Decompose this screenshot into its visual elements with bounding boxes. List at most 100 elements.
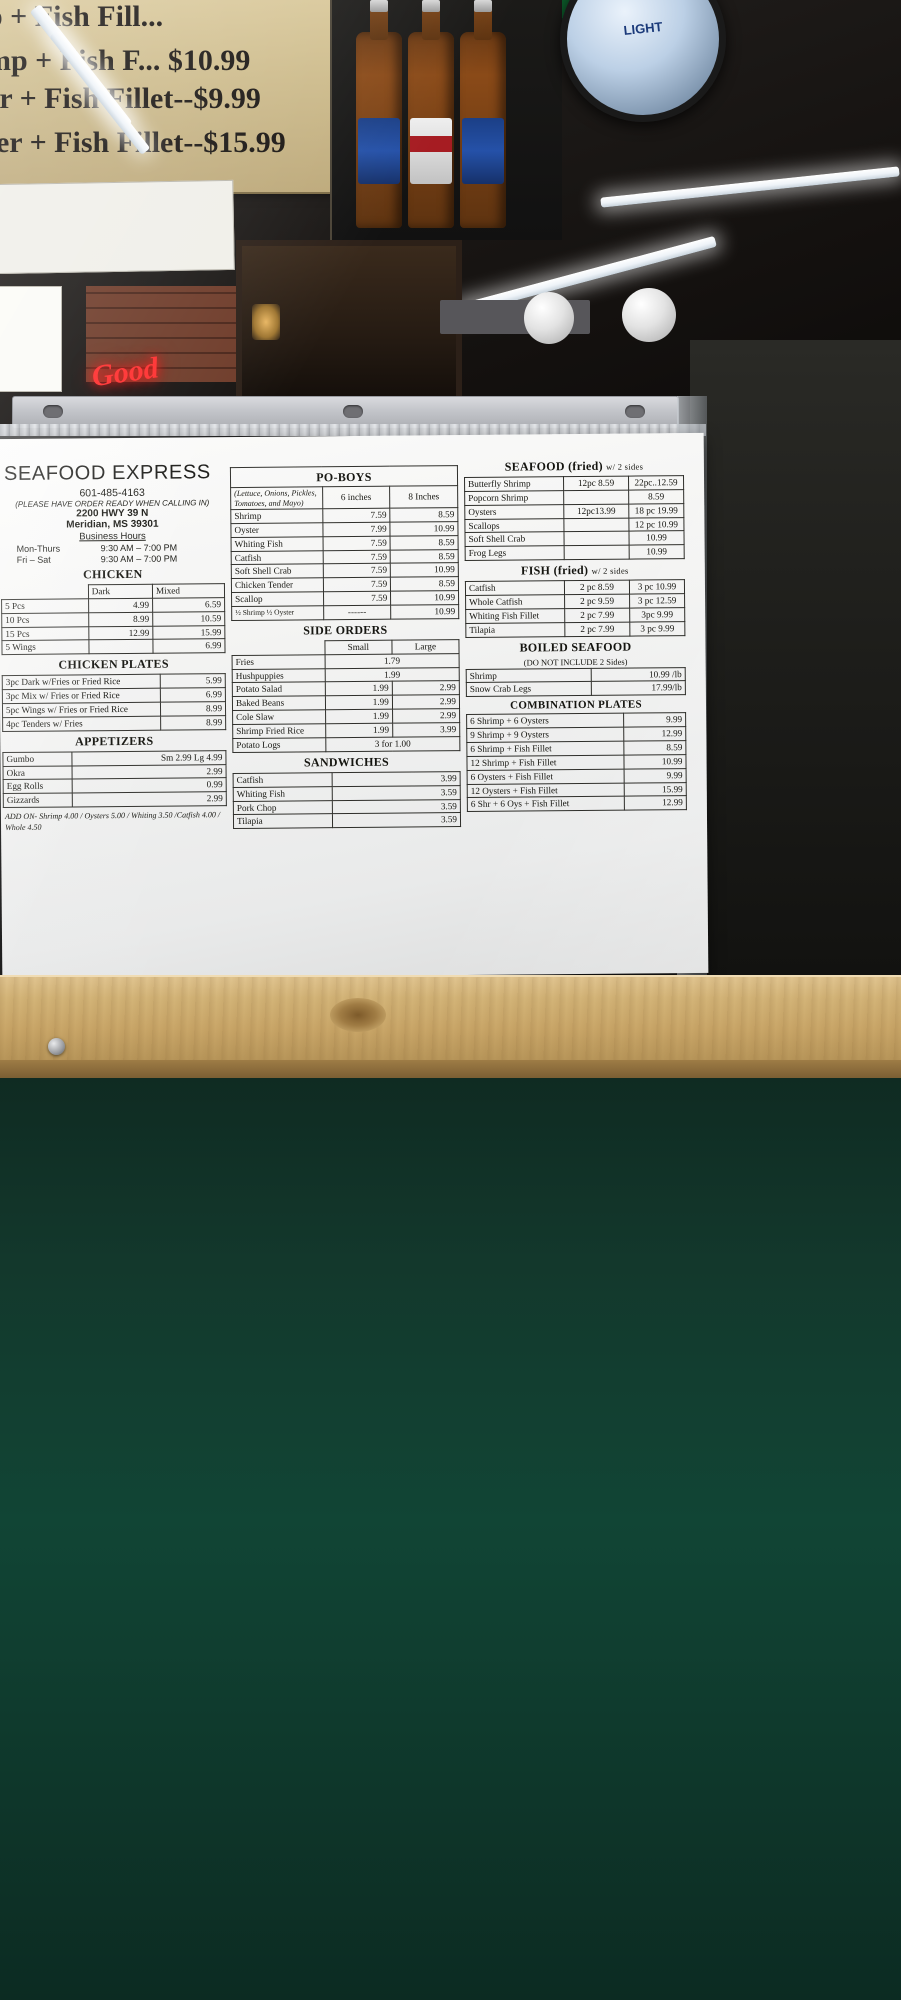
chicken-mixed-1: 10.59 [152,611,225,626]
side-small-2: 1.99 [325,681,393,697]
seafood-c2-3: 12 pc 10.99 [628,517,684,532]
poboy-eight-1: 10.99 [390,521,459,536]
seafood-item-4: Soft Shell Crab [464,532,565,547]
poboy-six-7: ------ [323,605,391,620]
combo-price-6: 12.99 [624,796,687,811]
poboy-six-0: 7.59 [322,508,391,523]
sign-line-3: er + Fish Fillet--$9.99 [0,82,261,115]
chicken-item-3: 5 Wings [1,640,89,655]
beer-bottle-right [460,0,506,228]
appetizer-price-1: 2.99 [72,764,227,780]
fish-fried-table: Catfish 2 pc 8.59 3 pc 10.99 Whole Catfi… [465,579,685,638]
plate-price-1: 6.99 [160,687,226,703]
interior-warm-light [252,304,280,340]
seafood-fried-title-main: SEAFOOD (fried) [504,458,603,474]
seafood-item-2: Oysters [464,504,564,520]
combo-price-3: 10.99 [623,754,687,769]
seafood-c2-5: 10.99 [629,544,685,560]
side-item-0: Fries [232,654,325,670]
chicken-mixed-0: 6.59 [152,597,225,612]
poboy-eight-0: 8.59 [390,507,458,523]
side-col-blank [232,641,325,656]
hours-time-1: 9:30 AM – 7:00 PM [100,542,178,554]
chicken-plates-table: 3pc Dark w/Fries or Fried Rice 5.99 3pc … [2,673,226,732]
seafood-item-0: Butterfly Shrimp [464,476,564,492]
chicken-dark-3 [88,639,154,655]
sleeve-hole-center [343,405,363,418]
seafood-c2-1: 8.59 [628,489,684,504]
poboy-eight-5: 8.59 [390,576,459,592]
boiled-seafood-title: BOILED SEAFOOD [519,639,632,655]
shelf-screw [48,1038,65,1055]
hours-days-2: Fri – Sat [16,554,51,565]
chicken-item-2: 15 Pcs [1,626,89,641]
side-item-2: Potato Salad [232,682,326,697]
table-row: Frog Legs 10.99 [465,544,685,561]
menu-column-left: SEAFOOD EXPRESS 601-485-4163 (PLEASE HAV… [0,451,228,973]
appetizers-title: APPETIZERS [75,733,154,749]
taped-paper-note-b [0,286,62,392]
fish-fried-title: FISH (fried) w/ 2 sides [465,559,685,581]
seafood-c1-1 [563,489,629,505]
table-row: Potato Logs 3 for 1.00 [232,736,460,753]
side-small-3: 1.99 [325,695,393,710]
poboy-item-3: Catfish [231,550,323,566]
side-large-3: 2.99 [392,694,460,710]
seafood-fried-title: SEAFOOD (fried) w/ 2 sides [464,455,684,477]
table-row: ½ Shrimp ½ Oyster ------ 10.99 [231,604,459,621]
sleeve-hole-left [43,405,63,418]
menu-column-middle: PO-BOYS (Lettuce, Onions, Pickles, Tomat… [230,449,463,971]
fish-c2-3: 3 pc 9.99 [629,621,685,636]
side-item-4: Cole Slaw [232,709,326,725]
plate-price-3: 8.99 [160,715,226,730]
poboy-six-2: 7.59 [322,535,391,551]
poboys-col-6in: 6 inches [322,486,391,509]
chicken-dark-0: 4.99 [88,598,153,613]
appetizer-price-2: 0.99 [72,778,227,794]
boiled-item-0: Shrimp [466,668,592,683]
chicken-item-0: 5 Pcs [1,598,89,614]
sandwiches-table: Catfish 3.99 Whiting Fish 3.59 Pork Chop… [233,771,461,829]
add-on-note: ADD ON- Shrimp 4.00 / Oysters 5.00 / Whi… [4,810,221,833]
fish-c2-0: 3 pc 10.99 [629,579,685,595]
chicken-dark-1: 8.99 [88,611,153,627]
combo-price-5: 15.99 [624,782,687,797]
side-small-0: 1.79 [324,653,460,669]
taped-paper-note-a [0,179,235,275]
sandwich-price-2: 3.59 [332,799,461,815]
appetizer-price-0: Sm 2.99 Lg 4.99 [71,750,227,766]
seafood-c2-2: 18 pc 19.99 [628,503,684,518]
combo-item-5: 12 Oysters + Fish Fillet [467,782,625,798]
table-row: Gizzards 2.99 [3,791,227,808]
sign-line-2: mp + Fish F... $10.99 [0,44,251,77]
combo-price-0: 9.99 [623,712,686,728]
side-small-6: 3 for 1.00 [325,736,460,752]
seafood-fried-table: Butterfly Shrimp 12pc 8.59 22pc..12.59 P… [464,475,685,561]
beer-bottle-center [408,0,454,228]
fish-c1-3: 2 pc 7.99 [564,621,630,637]
poboys-table: PO-BOYS (Lettuce, Onions, Pickles, Tomat… [230,465,459,621]
hours-days-1: Mon-Thurs [16,543,61,554]
appetizer-item-2: Egg Rolls [3,779,73,794]
combo-item-2: 6 Shrimp + Fish Fillet [466,741,624,757]
poboy-six-5: 7.59 [322,577,391,592]
appetizers-table: Gumbo Sm 2.99 Lg 4.99 Okra 2.99 Egg Roll… [2,750,227,808]
wood-knot [330,998,386,1032]
poboy-eight-4: 10.99 [390,563,459,578]
poboy-eight-2: 8.59 [390,535,459,550]
seafood-c1-2: 12pc13.99 [563,503,629,519]
combo-item-4: 6 Oysters + Fish Fillet [467,768,625,785]
sandwich-price-1: 3.59 [332,785,461,801]
poboy-item-4: Soft Shell Crab [231,564,323,579]
plate-item-0: 3pc Dark w/Fries or Fried Rice [2,674,161,690]
seafood-c1-3 [563,517,629,533]
side-large-2: 2.99 [392,681,460,696]
fish-c1-2: 2 pc 7.99 [564,607,630,623]
boiled-price-0: 10.99 /lb [591,667,686,682]
seafood-item-1: Popcorn Shrimp [464,490,564,506]
menu-sleeve-clip [12,396,679,428]
appetizer-price-3: 2.99 [72,791,227,808]
poboy-item-6: Scallop [231,591,324,607]
menu-column-right: SEAFOOD (fried) w/ 2 sides Butterfly Shr… [464,447,689,969]
